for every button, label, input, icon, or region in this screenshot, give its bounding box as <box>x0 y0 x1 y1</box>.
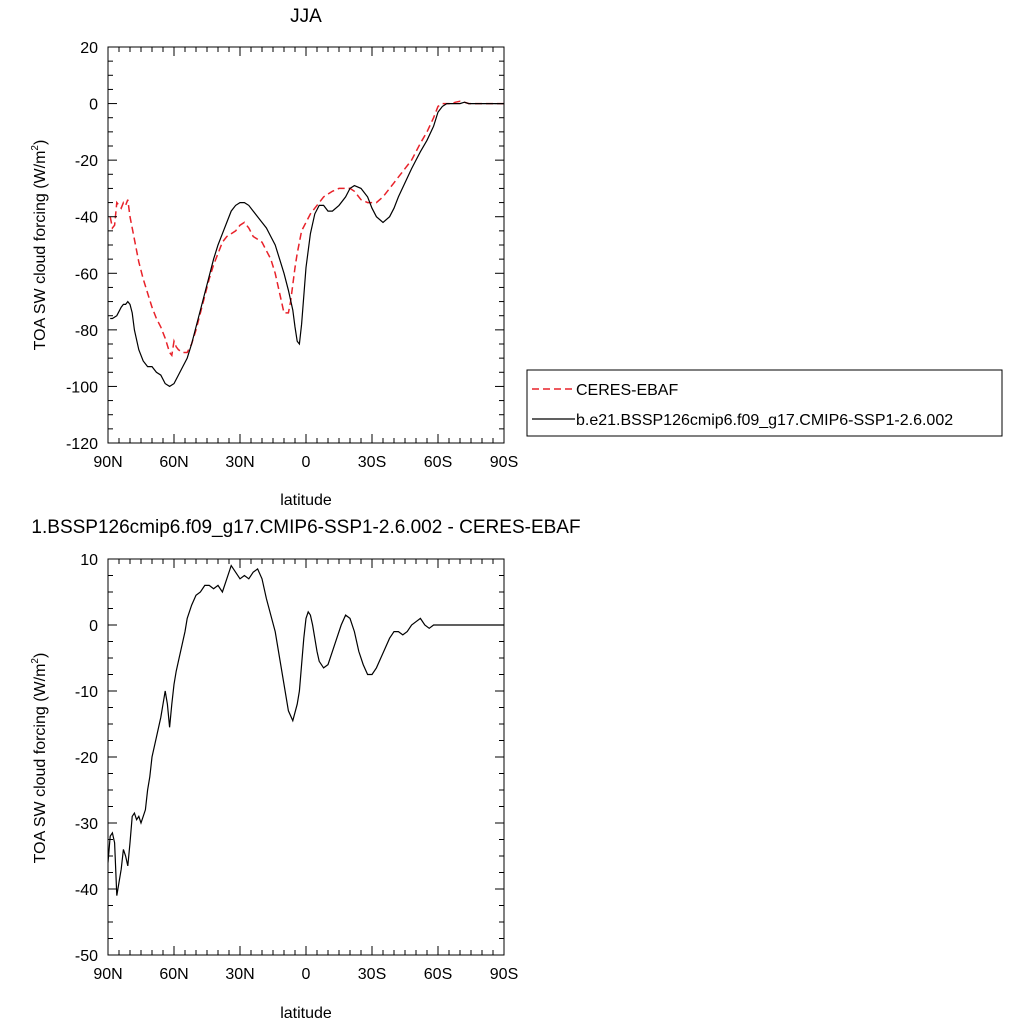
bottom-x-tick-label: 0 <box>302 966 311 983</box>
top-x-axis-label: latitude <box>280 492 332 509</box>
top-y-axis-label-superscript: 2 <box>30 145 41 151</box>
top-x-tick-label: 90S <box>490 454 518 471</box>
legend-label-model: b.e21.BSSP126cmip6.f09_g17.CMIP6-SSP1-2.… <box>576 412 953 429</box>
top-plot-area: 90N 60N 30N 0 30S 60S 90S 20 0 -20 -40 -60 -80 -100 -1… <box>66 40 518 471</box>
top-title: JJA <box>290 6 322 27</box>
bottom-plot-area: 90N 60N 30N 0 30S 60S 90S 10 0 -10 -20 -30 -40 -50 <box>75 552 518 983</box>
bottom-y-axis-label: TOA SW cloud forcing (W/m2) <box>30 653 49 864</box>
top-y-tick-label: -20 <box>75 153 98 170</box>
bottom-x-tick-label: 60N <box>159 966 188 983</box>
top-y-tick-label: -40 <box>75 210 98 227</box>
top-y-tick-label: 20 <box>80 40 98 57</box>
top-series-ceres-ebaf-line <box>109 100 504 358</box>
bottom-x-axis-label: latitude <box>280 1005 332 1022</box>
top-y-tick-label: -100 <box>66 379 98 396</box>
top-y-tick-label: -120 <box>66 436 98 453</box>
bottom-x-tick-label: 30S <box>358 966 386 983</box>
top-y-tick-label: -80 <box>75 323 98 340</box>
top-x-tick-label: 30S <box>358 454 386 471</box>
bottom-y-tick-label: 0 <box>89 618 98 635</box>
bottom-y-tick-label: 10 <box>80 552 98 569</box>
top-plot-frame <box>107 46 505 444</box>
bottom-x-tick-label: 30N <box>225 966 254 983</box>
bottom-panel: 1.BSSP126cmip6.f09_g17.CMIP6-SSP1-2.6.00… <box>30 517 581 1022</box>
bottom-x-tick-label: 90N <box>93 966 122 983</box>
bottom-x-tick-label: 90S <box>490 966 518 983</box>
top-y-axis-label: TOA SW cloud forcing (W/m2) <box>30 140 49 351</box>
top-series-model-line <box>110 101 504 388</box>
legend-label-ceres-ebaf: CERES-EBAF <box>576 382 678 399</box>
top-x-tick-label: 0 <box>302 454 311 471</box>
bottom-y-tick-label: -10 <box>75 684 98 701</box>
bottom-title: 1.BSSP126cmip6.f09_g17.CMIP6-SSP1-2.6.00… <box>31 517 580 538</box>
top-x-tick-label: 60S <box>424 454 452 471</box>
bottom-y-axis-label-superscript: 2 <box>30 658 41 664</box>
top-y-tick-label: 0 <box>89 97 98 114</box>
bottom-y-tick-label: -50 <box>75 948 98 965</box>
top-x-tick-label: 90N <box>93 454 122 471</box>
top-x-tick-label: 30N <box>225 454 254 471</box>
bottom-series-model-line <box>108 564 504 896</box>
bottom-y-tick-label: -40 <box>75 882 98 899</box>
legend-box <box>526 369 1003 437</box>
top-x-tick-label: 60N <box>159 454 188 471</box>
bottom-y-tick-label: -30 <box>75 816 98 833</box>
legend: CERES-EBAF b.e21.BSSP126cmip6.f09_g17.CM… <box>526 369 1003 437</box>
bottom-y-tick-label: -20 <box>75 750 98 767</box>
top-panel: JJA 90N 60N 30N 0 30S 60S 90S 20 0 -20 -40 -60 -80 -1… <box>30 6 1003 509</box>
top-y-tick-label: -60 <box>75 266 98 283</box>
bottom-x-tick-label: 60S <box>424 966 452 983</box>
